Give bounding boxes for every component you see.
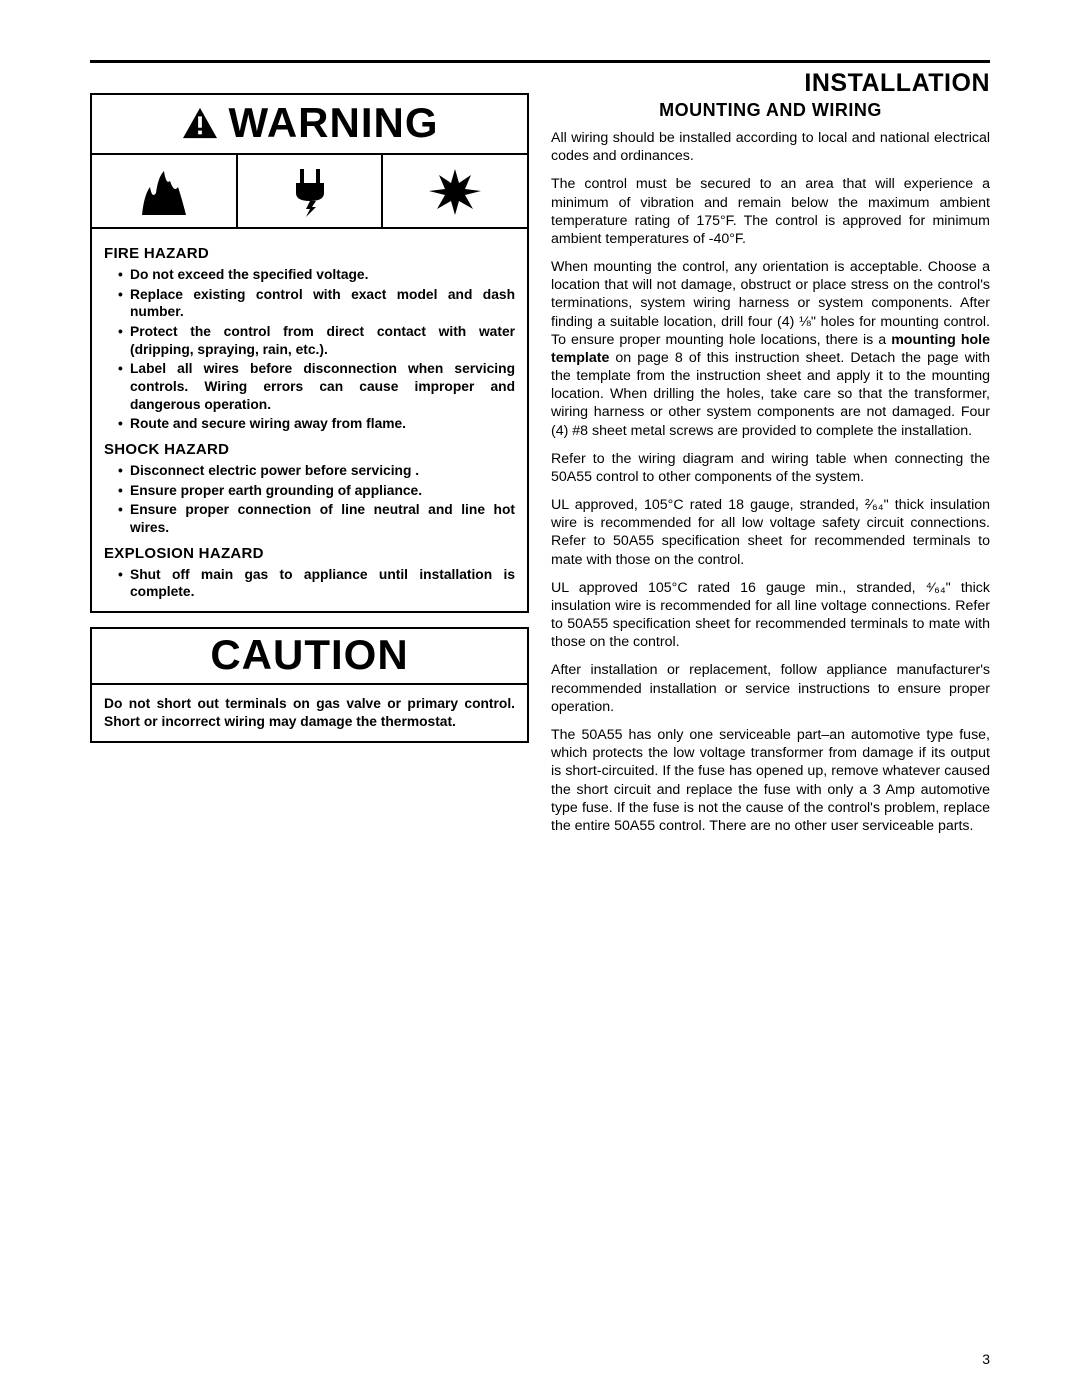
right-column: INSTALLATION MOUNTING AND WIRING All wir… [551,69,990,845]
left-column: WARNING [90,69,529,845]
hazard-item: Shut off main gas to appliance until ins… [118,566,515,601]
hazard-icon-row [92,155,527,229]
section-title: INSTALLATION [551,69,990,98]
body-paragraph: When mounting the control, any orientati… [551,258,990,440]
body-paragraph: UL approved 105°C rated 16 gauge min., s… [551,579,990,652]
body-paragraph: Refer to the wiring diagram and wiring t… [551,450,990,486]
body-paragraph: The control must be secured to an area t… [551,175,990,248]
body-paragraph: The 50A55 has only one serviceable part–… [551,726,990,835]
explosion-icon [425,165,485,217]
fire-hazard-list: Do not exceed the specified voltage. Rep… [104,266,515,433]
body-text-span: on page 8 of this instruction sheet. Det… [551,350,990,439]
shock-icon-cell [236,155,382,227]
alert-triangle-icon [181,106,219,140]
caution-text: Do not short out terminals on gas valve … [92,685,527,731]
hazard-item: Do not exceed the specified voltage. [118,266,515,284]
top-rule [90,60,990,63]
hazard-item: Protect the control from direct contact … [118,323,515,358]
body-paragraph: After installation or replacement, follo… [551,661,990,716]
two-column-layout: WARNING [90,69,990,845]
warning-box: WARNING [90,93,529,613]
hazard-item: Disconnect electric power before servici… [118,462,515,480]
fire-icon [134,165,194,217]
page-number: 3 [982,1351,990,1367]
warning-header-text: WARNING [229,99,439,147]
explosion-icon-cell [381,155,527,227]
hazard-item: Label all wires before disconnection whe… [118,360,515,413]
caution-header: CAUTION [92,629,527,685]
hazard-item: Route and secure wiring away from flame. [118,415,515,433]
fire-icon-cell [92,155,236,227]
explosion-hazard-title: EXPLOSION HAZARD [104,545,515,562]
shock-hazard-title: SHOCK HAZARD [104,441,515,458]
shock-icon [280,165,340,217]
warning-header: WARNING [92,95,527,155]
hazard-item: Replace existing control with exact mode… [118,286,515,321]
caution-box: CAUTION Do not short out terminals on ga… [90,627,529,743]
fire-hazard-title: FIRE HAZARD [104,245,515,262]
body-paragraph: UL approved, 105°C rated 18 gauge, stran… [551,496,990,569]
page: WARNING [0,0,1080,1397]
body-paragraph: All wiring should be installed according… [551,129,990,165]
explosion-hazard-list: Shut off main gas to appliance until ins… [104,566,515,601]
hazard-item: Ensure proper connection of line neutral… [118,501,515,536]
hazard-text-block: FIRE HAZARD Do not exceed the specified … [92,229,527,611]
shock-hazard-list: Disconnect electric power before servici… [104,462,515,537]
hazard-item: Ensure proper earth grounding of applian… [118,482,515,500]
subsection-title: MOUNTING AND WIRING [551,100,990,121]
